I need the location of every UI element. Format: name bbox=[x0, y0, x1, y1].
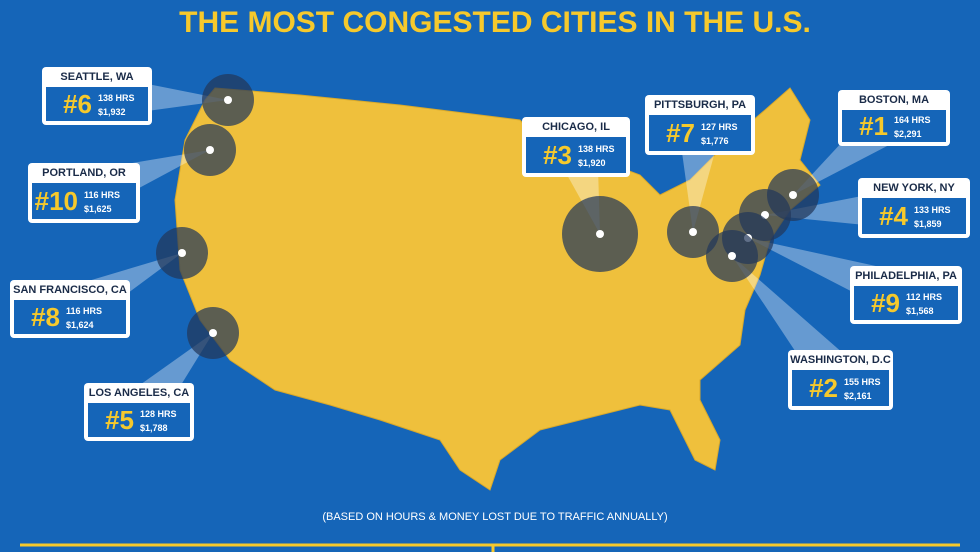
city-name: SEATTLE, WA bbox=[60, 71, 133, 83]
hours: 138 HRS bbox=[98, 93, 135, 103]
hours: 127 HRS bbox=[701, 122, 738, 132]
callout-panel bbox=[792, 370, 889, 406]
city-name: PORTLAND, OR bbox=[42, 167, 126, 179]
hours: 138 HRS bbox=[578, 144, 615, 154]
cost: $1,932 bbox=[98, 107, 126, 117]
callouts: SEATTLE, WA #6 138 HRS $1,932 PORTLAND, OR #1… bbox=[10, 67, 970, 441]
callout-panel bbox=[854, 286, 958, 320]
title: THE MOST CONGESTED CITIES IN THE U.S. bbox=[179, 6, 811, 39]
hours: 116 HRS bbox=[84, 190, 120, 200]
rank: #5 bbox=[105, 405, 134, 435]
city-dot bbox=[178, 249, 186, 257]
city-name: NEW YORK, NY bbox=[873, 182, 955, 194]
city-dot bbox=[224, 96, 232, 104]
callout-panel bbox=[649, 115, 751, 151]
city-name: BOSTON, MA bbox=[859, 94, 929, 106]
callout-panel bbox=[526, 137, 626, 173]
city-dot bbox=[596, 230, 604, 238]
hours: 155 HRS bbox=[844, 377, 881, 387]
cost: $2,291 bbox=[894, 129, 922, 139]
callout-panel bbox=[46, 87, 148, 121]
city-name: LOS ANGELES, CA bbox=[89, 387, 189, 399]
hours: 116 HRS bbox=[66, 306, 102, 316]
rank: #10 bbox=[35, 186, 78, 216]
cost: $1,776 bbox=[701, 136, 729, 146]
cost: $1,568 bbox=[906, 306, 934, 316]
city-dot bbox=[206, 146, 214, 154]
rank: #3 bbox=[543, 140, 572, 170]
cost: $1,625 bbox=[84, 204, 112, 214]
city-name: SAN FRANCISCO, CA bbox=[13, 284, 127, 296]
city-name: CHICAGO, IL bbox=[542, 121, 610, 133]
rank: #9 bbox=[871, 288, 900, 318]
city-dot bbox=[728, 252, 736, 260]
callout-panel bbox=[14, 300, 126, 334]
hours: 133 HRS bbox=[914, 205, 951, 215]
cost: $1,859 bbox=[914, 219, 942, 229]
rank: #1 bbox=[859, 111, 888, 141]
cost: $1,788 bbox=[140, 423, 168, 433]
callout-panel bbox=[862, 198, 966, 234]
hours: 164 HRS bbox=[894, 115, 931, 125]
cost: $1,920 bbox=[578, 158, 606, 168]
rank: #4 bbox=[879, 201, 908, 231]
city-name: PHILADELPHIA, PA bbox=[855, 270, 957, 282]
city-name: PITTSBURGH, PA bbox=[654, 99, 746, 111]
callout-panel bbox=[32, 183, 136, 219]
cost: $2,161 bbox=[844, 391, 872, 401]
callout-panel bbox=[88, 403, 190, 437]
boxes: SEATTLE, WA #6 138 HRS $1,932 PORTLAND, OR #1… bbox=[10, 67, 970, 441]
hours: 128 HRS bbox=[140, 409, 177, 419]
rank: #6 bbox=[63, 89, 92, 119]
rank: #7 bbox=[666, 118, 695, 148]
city-dot bbox=[789, 191, 797, 199]
city-dot bbox=[209, 329, 217, 337]
city-dot bbox=[689, 228, 697, 236]
rank: #8 bbox=[31, 302, 60, 332]
hours: 112 HRS bbox=[906, 292, 942, 302]
footnote: (BASED ON HOURS & MONEY LOST DUE TO TRAF… bbox=[322, 511, 667, 523]
us-map bbox=[174, 87, 821, 491]
city-name: WASHINGTON, D.C bbox=[790, 354, 891, 366]
rank: #2 bbox=[809, 373, 838, 403]
circles bbox=[156, 74, 819, 359]
callout-panel bbox=[842, 110, 946, 142]
cost: $1,624 bbox=[66, 320, 94, 330]
